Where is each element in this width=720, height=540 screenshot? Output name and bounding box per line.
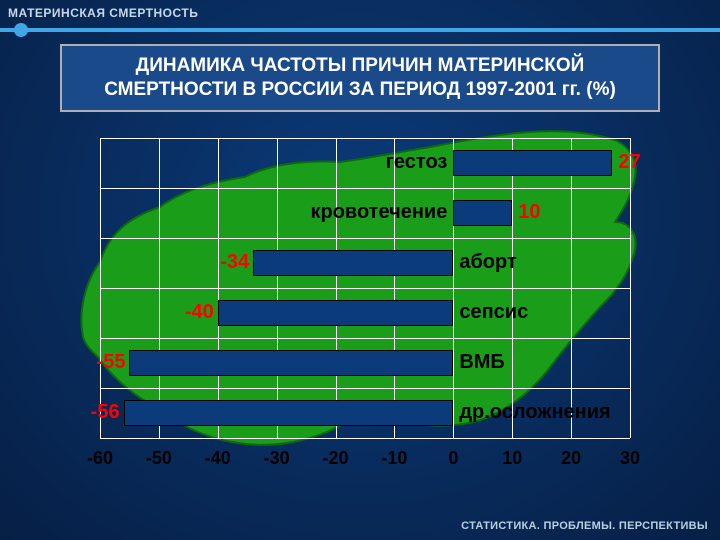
gridline-h: [100, 388, 630, 389]
gridline-h: [100, 438, 630, 439]
x-tick: -40: [205, 448, 231, 469]
bar-value: -56: [91, 401, 120, 424]
x-tick: -10: [381, 448, 407, 469]
x-tick: 20: [561, 448, 581, 469]
gridline-h: [100, 188, 630, 189]
x-tick: 0: [448, 448, 458, 469]
bar-value: -55: [97, 351, 126, 374]
header-line: [0, 28, 720, 32]
bar-label: сепсис: [459, 301, 528, 324]
bar: [218, 300, 454, 326]
bar-label: др.осложнения: [459, 401, 610, 424]
gridline-h: [100, 338, 630, 339]
gridline-v: [630, 138, 631, 438]
chart-area: гестоз 27 кровотечение 10 аборт -34 сепсис -40 В…: [70, 122, 645, 484]
x-tick: -30: [264, 448, 290, 469]
x-tick: 10: [502, 448, 522, 469]
x-tick: -60: [87, 448, 113, 469]
plot-area: гестоз27кровотечение10аборт-34сепсис-40В…: [100, 138, 630, 438]
header-label: МАТЕРИНСКАЯ СМЕРТНОСТЬ: [8, 6, 198, 20]
header-dot: [14, 23, 28, 37]
subtitle-text: ДИНАМИКА ЧАСТОТЫ ПРИЧИН МАТЕРИНСКОЙ СМЕР…: [104, 55, 616, 100]
slide: МАТЕРИНСКАЯ СМЕРТНОСТЬ ДИНАМИКА ЧАСТОТЫ …: [0, 0, 720, 540]
bar: [453, 200, 512, 226]
bar-value: -34: [220, 251, 249, 274]
bar-value: -40: [185, 301, 214, 324]
bar: [129, 350, 453, 376]
bar-label: кровотечение: [310, 201, 447, 224]
bar-label: гестоз: [386, 151, 448, 174]
x-tick: -20: [323, 448, 349, 469]
footer-label: СТАТИСТИКА. ПРОБЛЕМЫ. ПЕРСПЕКТИВЫ: [461, 520, 708, 532]
bar-label: аборт: [459, 251, 516, 274]
bar-value: 27: [618, 151, 640, 174]
bar-label: ВМБ: [459, 351, 504, 374]
subtitle-box: ДИНАМИКА ЧАСТОТЫ ПРИЧИН МАТЕРИНСКОЙ СМЕР…: [60, 44, 660, 112]
bar-value: 10: [518, 201, 540, 224]
bar: [453, 150, 612, 176]
gridline-h: [100, 138, 630, 139]
gridline-h: [100, 238, 630, 239]
x-tick: 30: [620, 448, 640, 469]
x-tick: -50: [146, 448, 172, 469]
bar: [124, 400, 454, 426]
gridline-h: [100, 288, 630, 289]
bar: [253, 250, 453, 276]
